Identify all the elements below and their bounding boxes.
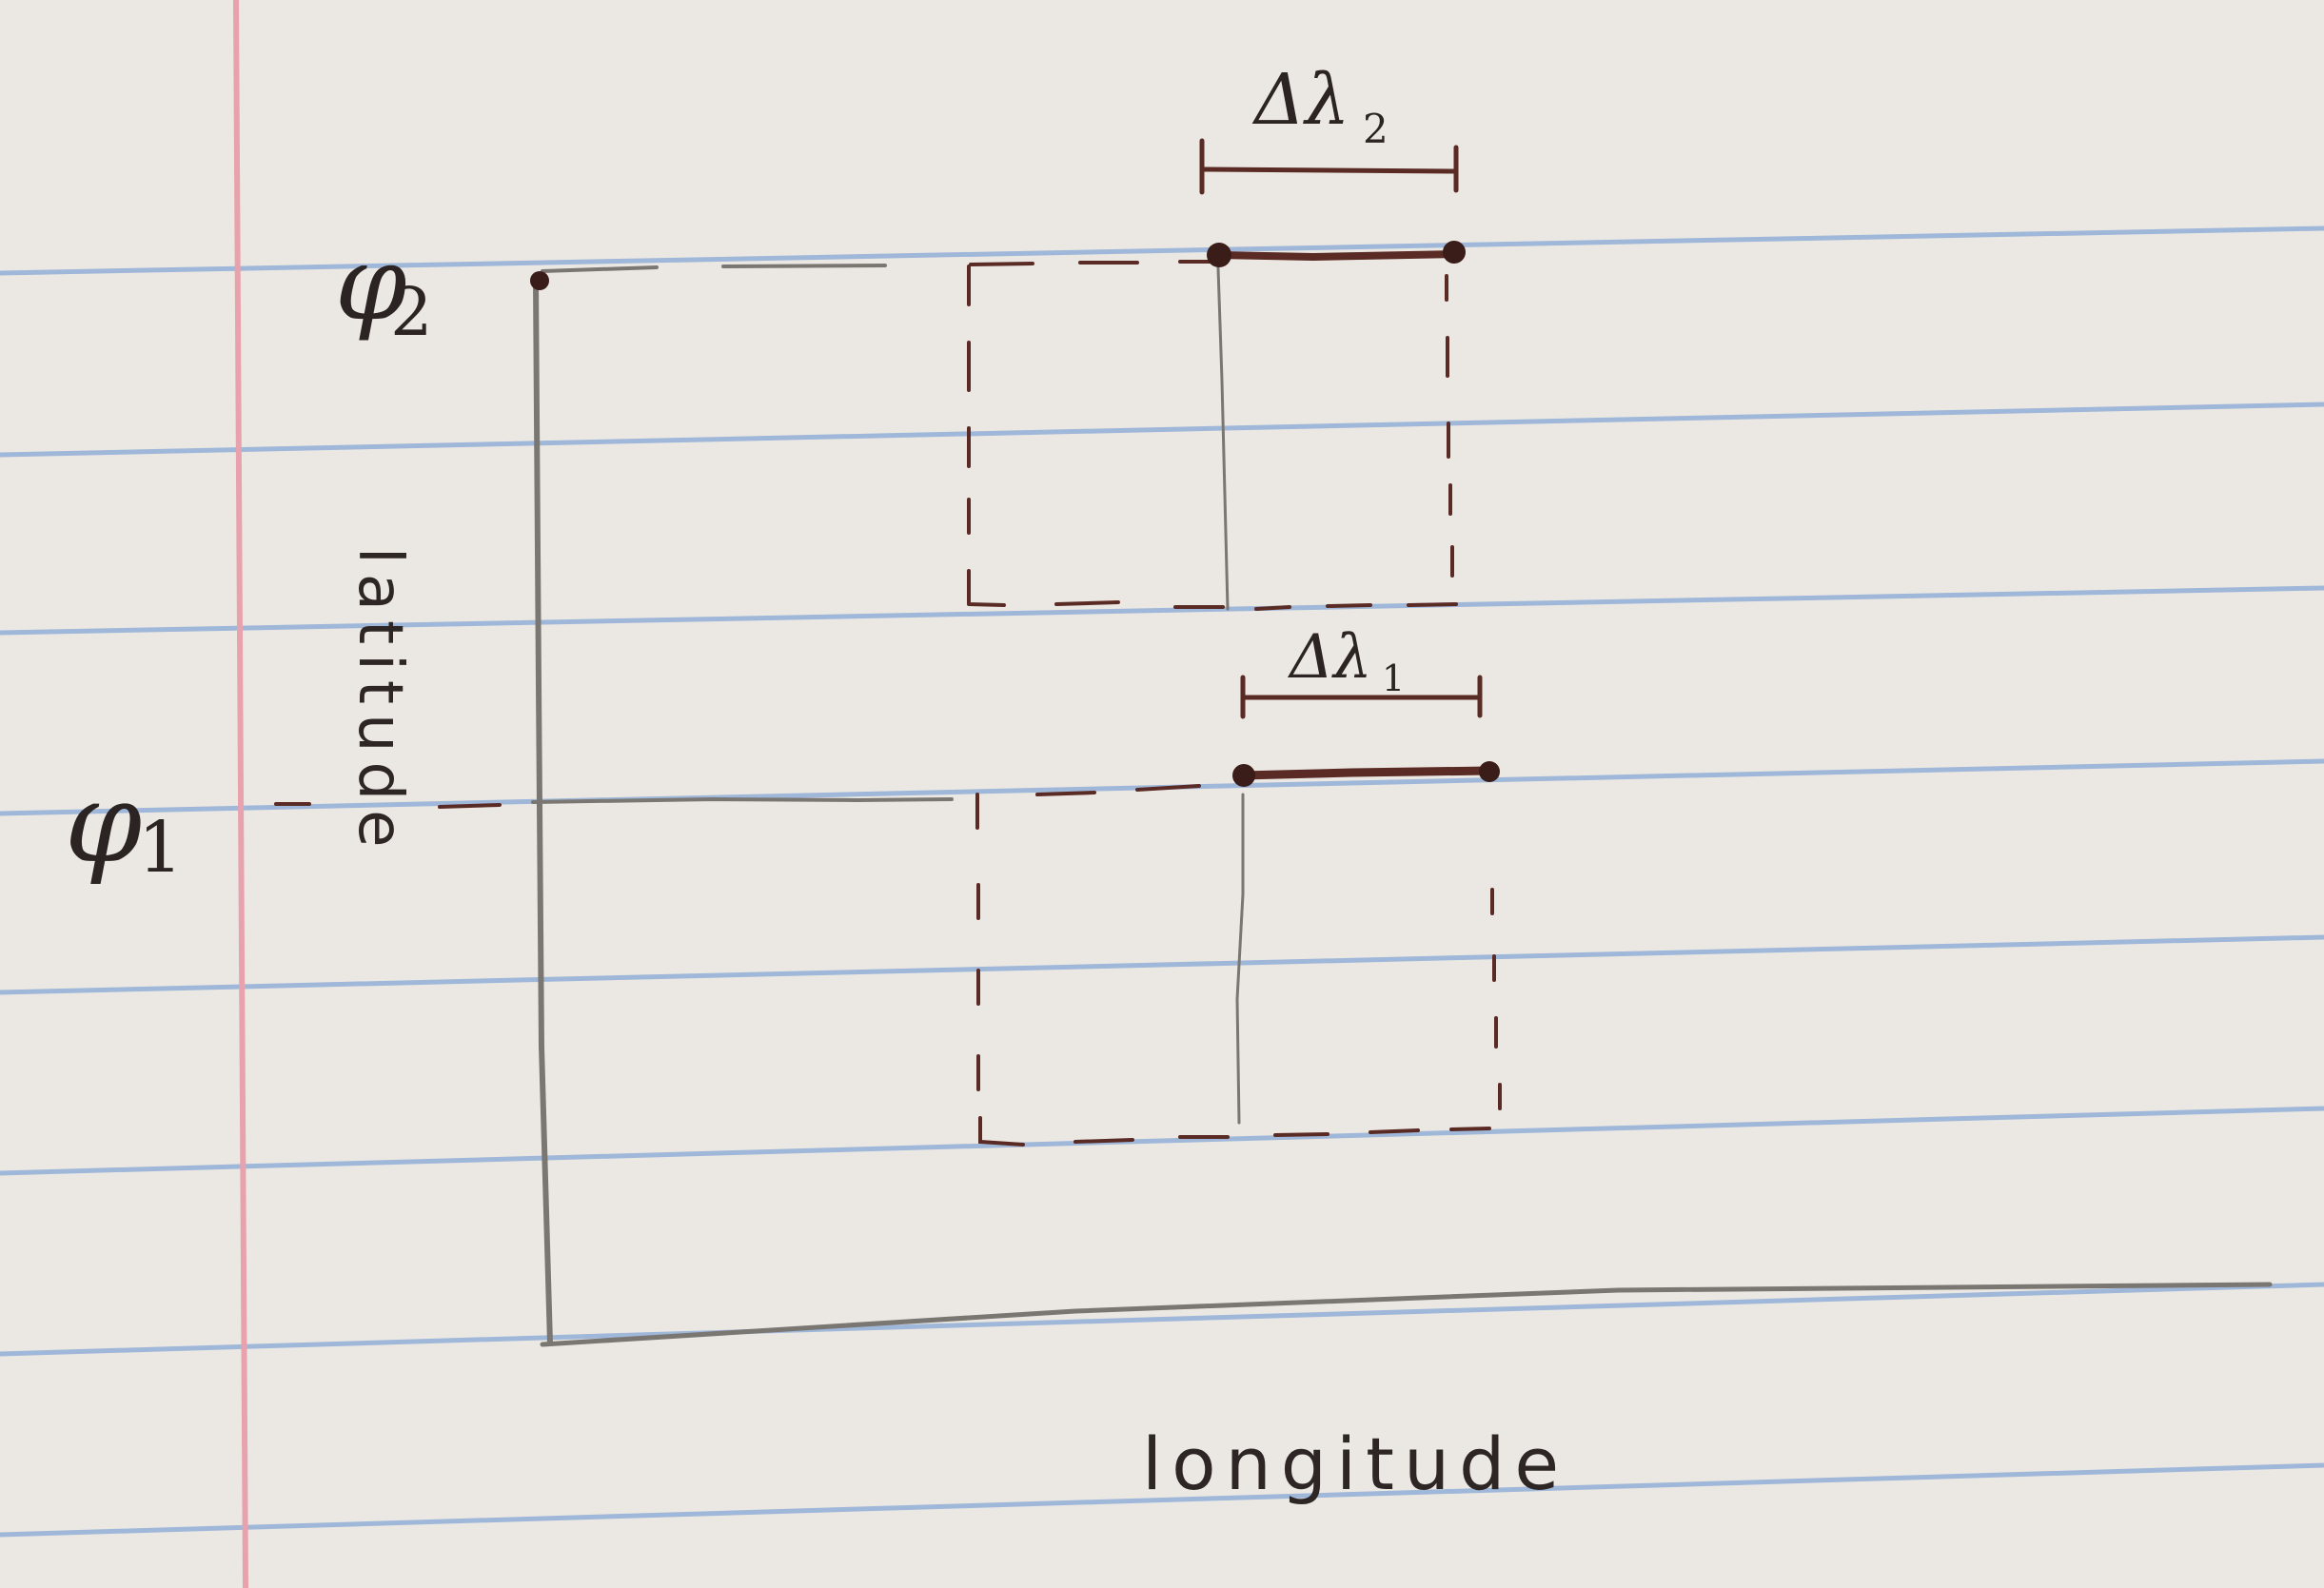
points <box>530 241 1500 787</box>
delta-lambda1-label: Δλ <box>1287 622 1372 693</box>
phi2-guide-line <box>541 264 887 273</box>
rule-line <box>0 402 2324 458</box>
notebook-rule-lines <box>0 225 2324 1538</box>
point-phi2-axis <box>530 271 549 290</box>
point-upper-right <box>1443 241 1466 264</box>
labels: φ 2 φ 1 Δλ 2 Δλ 1 latitude longitude <box>65 59 1568 1506</box>
point-lower-left <box>1232 764 1255 787</box>
phi1-guide-line <box>531 796 954 804</box>
rule-line <box>0 1462 2324 1538</box>
y-axis-label: latitude <box>345 547 415 857</box>
phi1-dashed-guide <box>274 784 1201 809</box>
lower-dashed-rectangle <box>975 793 1502 1147</box>
lower-rect-dashes <box>975 793 1502 1147</box>
phi1-label: φ <box>65 759 142 888</box>
delta-lambda-segments <box>1214 250 1494 780</box>
lower-bracket <box>1240 675 1483 719</box>
upper-rect-pencil-left <box>1216 266 1230 611</box>
y-axis-line <box>533 278 553 1346</box>
rule-line <box>0 585 2324 636</box>
lower-rect-pencil-left <box>1235 793 1245 1125</box>
rule-line <box>0 934 2324 995</box>
point-upper-left <box>1207 243 1231 267</box>
lower-segment <box>1237 766 1494 780</box>
delta-lambda2-label: Δλ <box>1251 59 1349 141</box>
phi2-subscript: 2 <box>390 273 433 351</box>
axes <box>533 278 2273 1347</box>
upper-dashed-rectangle <box>967 265 1458 611</box>
x-axis-label: longitude <box>1142 1421 1568 1506</box>
delta-lambda1-subscript: 1 <box>1382 657 1405 699</box>
x-axis-line <box>540 1282 2273 1347</box>
upper-rect-dashes <box>967 265 1458 611</box>
dimension-brackets <box>1199 138 1483 719</box>
point-lower-right <box>1479 761 1500 782</box>
phi2-dashed-guide <box>969 260 1220 266</box>
upper-segment <box>1214 250 1460 262</box>
phi1-subscript: 1 <box>138 807 183 889</box>
rule-line <box>0 1106 2324 1176</box>
rule-line <box>0 225 2324 276</box>
margin-line <box>233 0 248 1588</box>
upper-bracket <box>1199 138 1459 195</box>
guide-lines <box>274 260 1220 809</box>
rule-line <box>0 1282 2324 1357</box>
phi2-label: φ <box>335 225 407 343</box>
delta-lambda2-subscript: 2 <box>1363 106 1388 152</box>
